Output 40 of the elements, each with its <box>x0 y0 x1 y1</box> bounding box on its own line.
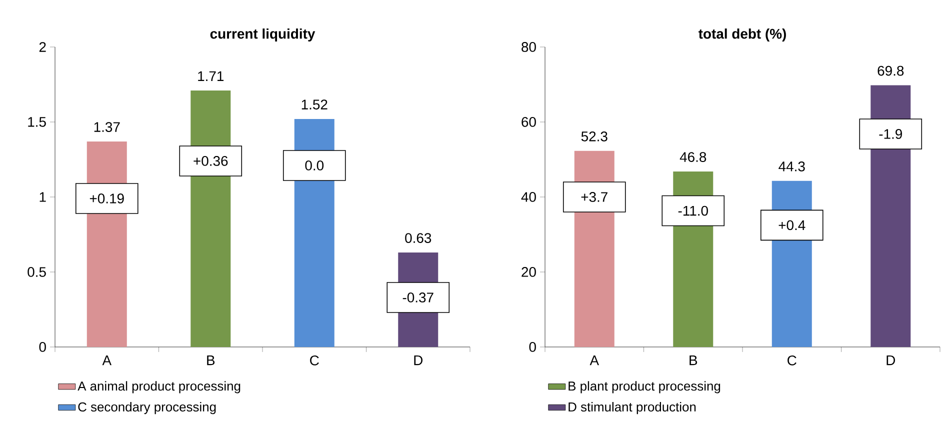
y-tick-label: 20 <box>522 267 536 277</box>
annotation: +0.36 <box>194 156 228 166</box>
x-tick-label: C <box>788 355 796 366</box>
y-tick-label: 2 <box>39 42 46 52</box>
annotation: +0.19 <box>90 194 124 204</box>
data-label: 52.3 <box>581 131 608 142</box>
annotation: +3.7 <box>581 192 608 202</box>
legend-label: C secondary processing <box>78 402 216 414</box>
x-tick-label: A <box>102 356 112 366</box>
data-label: 1.71 <box>198 71 224 81</box>
x-tick-label: B <box>207 356 215 366</box>
data-label: 1.52 <box>302 100 328 110</box>
data-label: 46.8 <box>680 152 706 162</box>
y-tick-label: 60 <box>522 117 536 127</box>
legend-label: A animal product processing <box>78 381 240 394</box>
legend-label: B plant product processing <box>568 381 720 394</box>
y-tick-label: 0 <box>529 342 536 352</box>
annotation: -1.9 <box>879 129 902 139</box>
annotation: -11.0 <box>678 206 708 216</box>
y-tick-label: 0.5 <box>28 267 46 277</box>
chart-title: total debt (%) <box>698 28 786 42</box>
y-tick-label: 40 <box>521 192 536 202</box>
annotation: +0.4 <box>778 220 806 230</box>
x-tick-label: B <box>690 356 698 366</box>
y-tick-label: 80 <box>522 42 536 52</box>
chart-title: current liquidity <box>210 28 316 42</box>
annotation: -0.37 <box>402 292 434 302</box>
y-tick-label: 1 <box>40 192 46 202</box>
data-label: 44.3 <box>778 161 805 172</box>
legend-label: D stimulant production <box>568 402 696 414</box>
x-tick-label: D <box>886 356 896 366</box>
y-tick-label: 0 <box>39 342 46 352</box>
x-tick-label: A <box>590 356 600 366</box>
data-label: 69.8 <box>878 66 904 76</box>
data-label: 1.37 <box>94 122 120 132</box>
data-label: 0.63 <box>405 233 432 243</box>
x-tick-label: D <box>414 356 422 366</box>
annotation: 0.0 <box>305 160 324 170</box>
x-tick-label: C <box>310 355 319 366</box>
y-tick-label: 1.5 <box>28 117 46 127</box>
